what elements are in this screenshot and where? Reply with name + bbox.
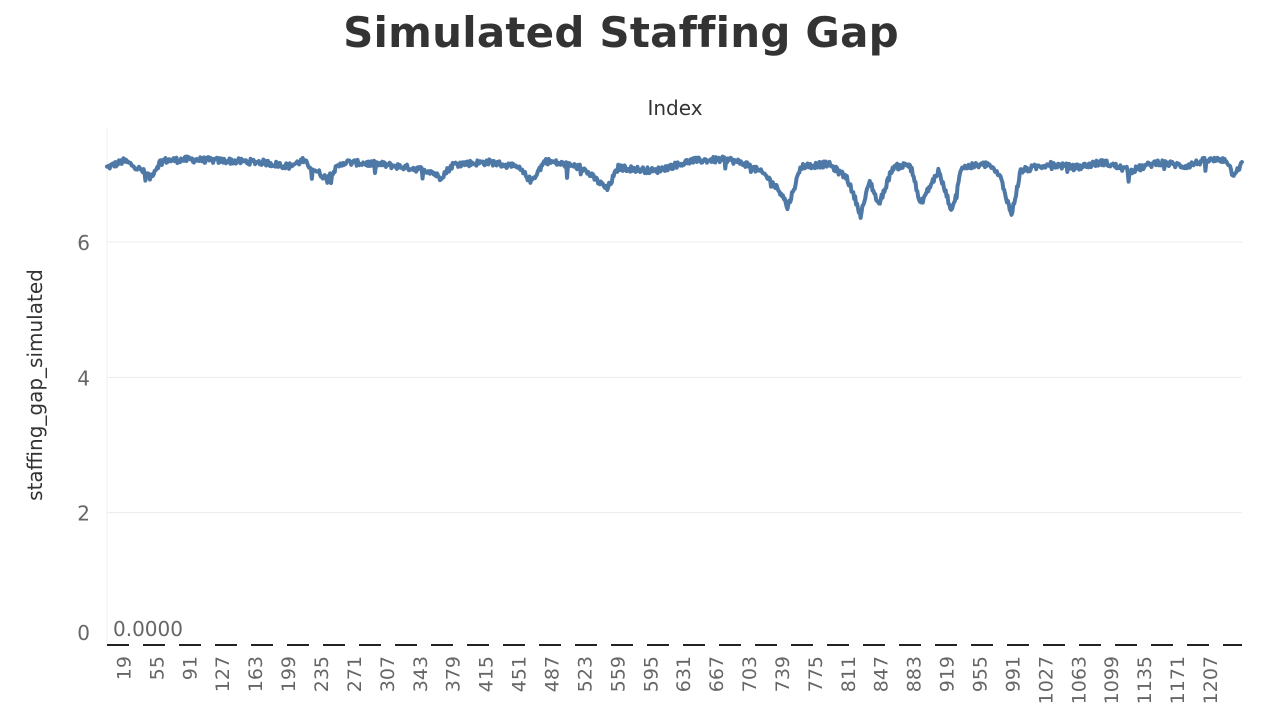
- x-tick-label: 91: [179, 656, 201, 680]
- x-tick-label: 991: [1002, 656, 1024, 692]
- grid-lines: [106, 128, 1242, 648]
- x-tick-label: 271: [344, 656, 366, 692]
- x-tick-label: 667: [706, 656, 728, 692]
- x-tick-label: 1171: [1167, 656, 1189, 704]
- series-group: [105, 154, 1244, 220]
- x-axis-label: Index: [647, 96, 703, 120]
- x-tick-label: 199: [278, 656, 300, 692]
- x-tick-label: 487: [541, 656, 563, 692]
- y-tick-label: 6: [77, 231, 90, 255]
- x-tick-label: 811: [838, 656, 860, 692]
- x-tick-label: 631: [673, 656, 695, 692]
- y-tick-label: 4: [77, 366, 90, 390]
- x-tick-label: 307: [377, 656, 399, 692]
- x-tick-label: 847: [871, 656, 893, 692]
- x-tick-label: 1135: [1134, 656, 1156, 704]
- x-tick-label: 703: [739, 656, 761, 692]
- x-tick-label: 127: [212, 656, 234, 692]
- x-tick-label: 595: [640, 656, 662, 692]
- x-tick-label: 163: [245, 656, 267, 692]
- reference-line-label: 0.0000: [113, 617, 183, 641]
- x-tick-label: 1027: [1035, 656, 1057, 704]
- x-tick-label: 523: [574, 656, 596, 692]
- x-tick-label: 235: [311, 656, 333, 692]
- y-tick-label: 2: [77, 502, 90, 526]
- chart-title: Simulated Staffing Gap: [343, 8, 899, 57]
- x-tick-label: 775: [805, 656, 827, 692]
- x-tick-label: 343: [410, 656, 432, 692]
- x-tick-label: 883: [904, 656, 926, 692]
- y-tick-labels: 0 2 4 6: [77, 231, 90, 645]
- x-tick-label: 955: [970, 656, 992, 692]
- reference-line-group: 0.0000: [107, 617, 1242, 646]
- x-tick-label: 415: [476, 656, 498, 692]
- x-tick-labels: 19 55 91 127 163 199 235 271 307 343 379 415 451 487 5…: [113, 656, 1222, 704]
- x-tick-label: 1099: [1101, 656, 1123, 704]
- x-tick-label: 451: [509, 656, 531, 692]
- x-tick-label: 1207: [1200, 656, 1222, 704]
- x-tick-label: 55: [146, 656, 168, 680]
- x-tick-label: 19: [113, 656, 135, 680]
- x-tick-label: 379: [443, 656, 465, 692]
- x-tick-label: 919: [937, 656, 959, 692]
- x-tick-label: 739: [772, 656, 794, 692]
- series-line: [105, 154, 1244, 220]
- x-tick-label: 559: [607, 656, 629, 692]
- y-tick-label: 0: [77, 621, 90, 645]
- x-tick-label: 1063: [1068, 656, 1090, 704]
